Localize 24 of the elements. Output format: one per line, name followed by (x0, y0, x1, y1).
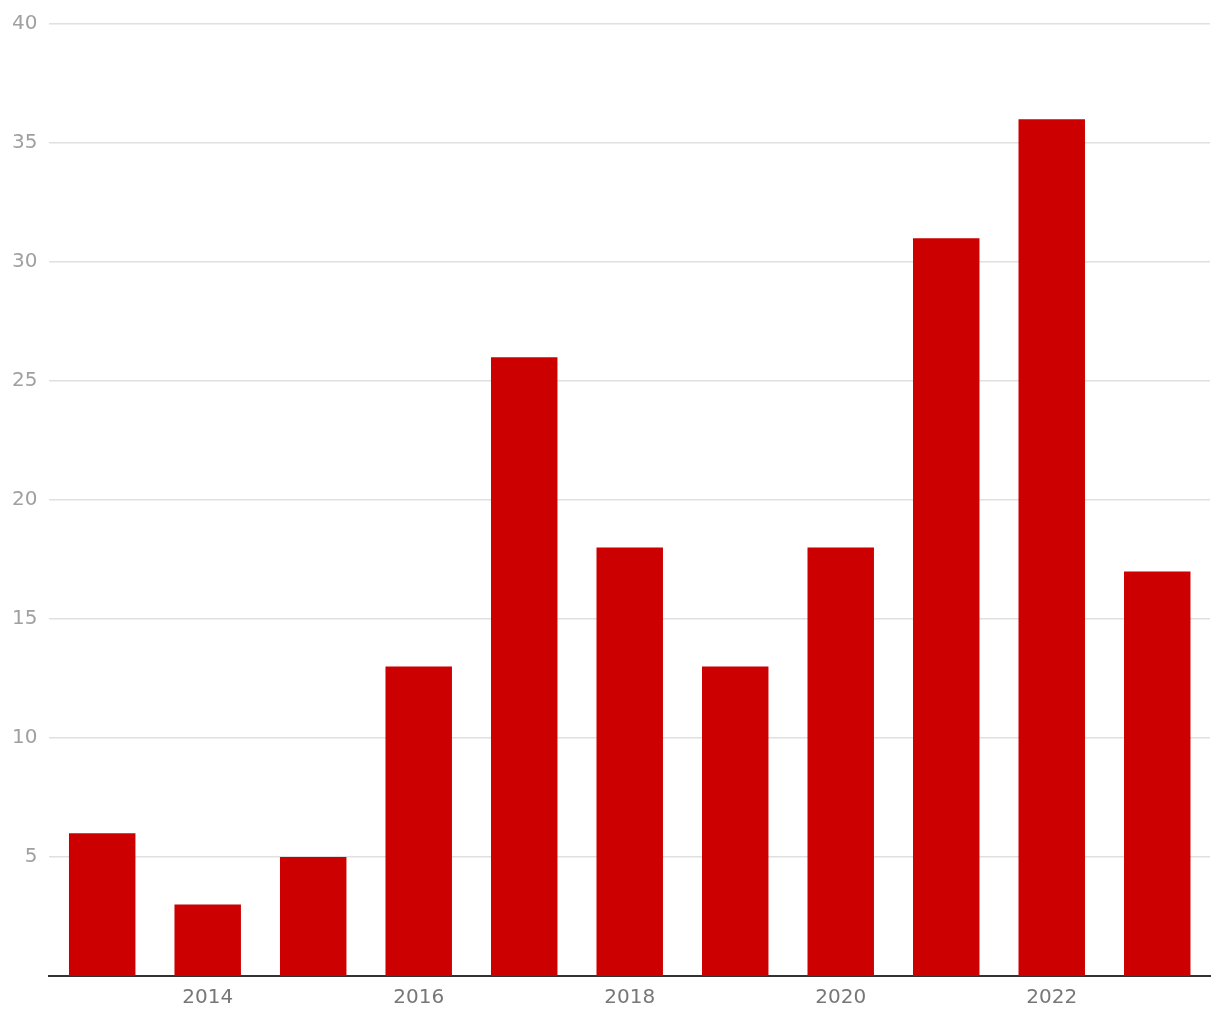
bar (490, 357, 558, 976)
bar (279, 857, 347, 976)
y-tick-label: 10 (12, 724, 38, 749)
bar (807, 547, 874, 976)
bar (385, 666, 452, 976)
x-tick-label: 2022 (1026, 984, 1078, 1009)
y-tick-label: 35 (12, 129, 38, 154)
x-tick-label: 2018 (604, 984, 656, 1009)
bar (68, 833, 136, 976)
y-tick-label: 25 (12, 367, 38, 392)
y-tick-label: 20 (12, 486, 38, 511)
y-tick-label: 5 (24, 843, 38, 868)
bar (1124, 571, 1191, 976)
bar (913, 238, 980, 976)
y-tick-label: 15 (12, 605, 38, 630)
x-tick-label: 2014 (182, 984, 234, 1009)
x-tick-label: 2020 (815, 984, 867, 1009)
y-tick-label: 30 (12, 248, 38, 273)
bar (1018, 119, 1085, 976)
bar (596, 547, 663, 976)
y-tick-label: 40 (12, 10, 38, 35)
x-tick-label: 2016 (393, 984, 445, 1009)
bar (702, 666, 769, 976)
bar (174, 904, 241, 976)
